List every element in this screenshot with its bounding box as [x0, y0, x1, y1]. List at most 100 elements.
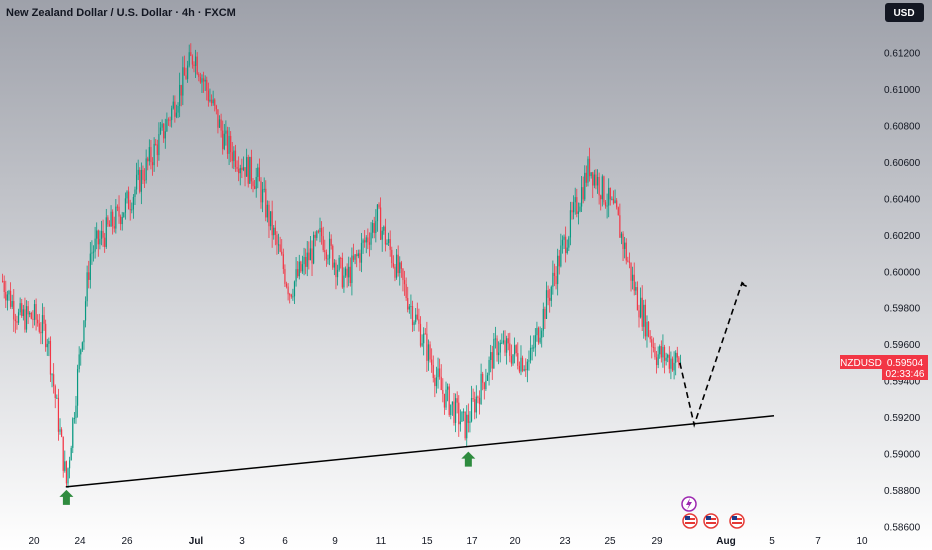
candle — [159, 121, 162, 136]
candle — [678, 355, 680, 369]
candle — [614, 189, 616, 204]
candle — [387, 232, 390, 247]
candle — [249, 156, 251, 185]
candle — [608, 178, 610, 218]
candle — [544, 306, 546, 330]
candle — [292, 288, 294, 301]
candle — [360, 233, 363, 273]
candle — [475, 385, 477, 419]
candle — [151, 157, 154, 176]
candle — [49, 336, 52, 383]
candle — [281, 239, 283, 256]
candle — [265, 180, 267, 222]
candle — [128, 186, 130, 210]
candle — [123, 212, 125, 218]
currency-button[interactable]: USD — [885, 3, 924, 22]
candle — [670, 351, 672, 380]
candle — [100, 220, 103, 246]
time-axis-label: 3 — [239, 536, 245, 547]
us-event-icon[interactable] — [729, 513, 745, 529]
candle — [107, 215, 109, 227]
candle — [252, 178, 254, 193]
candle — [523, 365, 525, 372]
candle — [148, 139, 150, 166]
candle — [89, 242, 91, 289]
candle — [647, 321, 650, 338]
candle — [469, 411, 471, 433]
currency-button-label[interactable]: USD — [893, 8, 914, 19]
candle — [94, 226, 96, 259]
candle — [8, 289, 10, 301]
candle — [555, 266, 557, 290]
candle — [233, 146, 235, 170]
candle — [450, 404, 452, 420]
candle — [367, 228, 369, 250]
candle — [57, 388, 60, 441]
time-axis-label: 6 — [282, 536, 288, 547]
candle — [569, 201, 572, 246]
candle — [332, 244, 334, 270]
candle — [225, 120, 227, 146]
economic-events[interactable] — [681, 496, 745, 529]
candle — [180, 84, 182, 107]
candle — [295, 256, 297, 287]
candle — [451, 401, 453, 416]
candle — [72, 417, 74, 454]
candle — [380, 197, 382, 241]
candle — [254, 179, 256, 190]
candle — [410, 294, 412, 319]
projected-path[interactable] — [679, 281, 748, 428]
candle — [601, 174, 603, 207]
price-axis-label: 0.60600 — [884, 158, 921, 169]
candle — [260, 177, 262, 209]
candle — [171, 105, 173, 128]
candle — [177, 102, 179, 119]
candle — [513, 337, 516, 364]
time-axis-label: 20 — [28, 536, 40, 547]
candle — [199, 72, 201, 84]
candle — [512, 354, 514, 366]
candle — [261, 182, 264, 213]
price-tag: NZDUSD 0.59504 02:33:46 — [840, 355, 928, 380]
candle — [217, 109, 219, 134]
time-axis-label: 10 — [856, 536, 868, 547]
candle — [78, 346, 80, 373]
price-axis[interactable]: 0.61200 0.61000 0.60800 0.60600 0.60400 0.602… — [884, 49, 921, 534]
candle — [88, 260, 90, 289]
time-axis-label: 24 — [74, 536, 86, 547]
candle — [533, 335, 535, 352]
candle — [41, 303, 44, 345]
candle — [226, 126, 229, 159]
candle — [580, 175, 583, 212]
candle — [118, 195, 120, 224]
candle — [509, 332, 511, 363]
us-event-icon[interactable] — [703, 513, 719, 529]
candle — [415, 308, 417, 325]
candle — [454, 393, 457, 433]
time-axis-label: 11 — [376, 536, 387, 547]
price-axis-label: 0.59000 — [884, 450, 921, 461]
candle — [627, 256, 629, 263]
candle — [215, 104, 217, 115]
candle — [443, 393, 446, 415]
candle — [143, 168, 146, 188]
candle — [116, 204, 119, 212]
time-axis[interactable]: 20 24 26 Jul 3 6 9 11 15 17 20 23 25 29 Aug 5 7 10 — [28, 536, 868, 547]
time-axis-label: Aug — [716, 536, 735, 547]
us-event-icon[interactable] — [682, 513, 698, 529]
support-trendline[interactable] — [65, 415, 775, 488]
candle — [573, 195, 575, 220]
candle — [598, 172, 600, 205]
lightning-event-icon[interactable] — [681, 496, 697, 512]
candle — [458, 395, 460, 437]
candle — [526, 359, 528, 383]
candle — [45, 319, 47, 352]
candle — [381, 226, 383, 252]
candle — [247, 154, 249, 188]
candle — [163, 123, 165, 143]
candle — [191, 54, 194, 69]
candle — [105, 208, 107, 249]
candle — [649, 330, 651, 343]
candle — [372, 219, 374, 239]
